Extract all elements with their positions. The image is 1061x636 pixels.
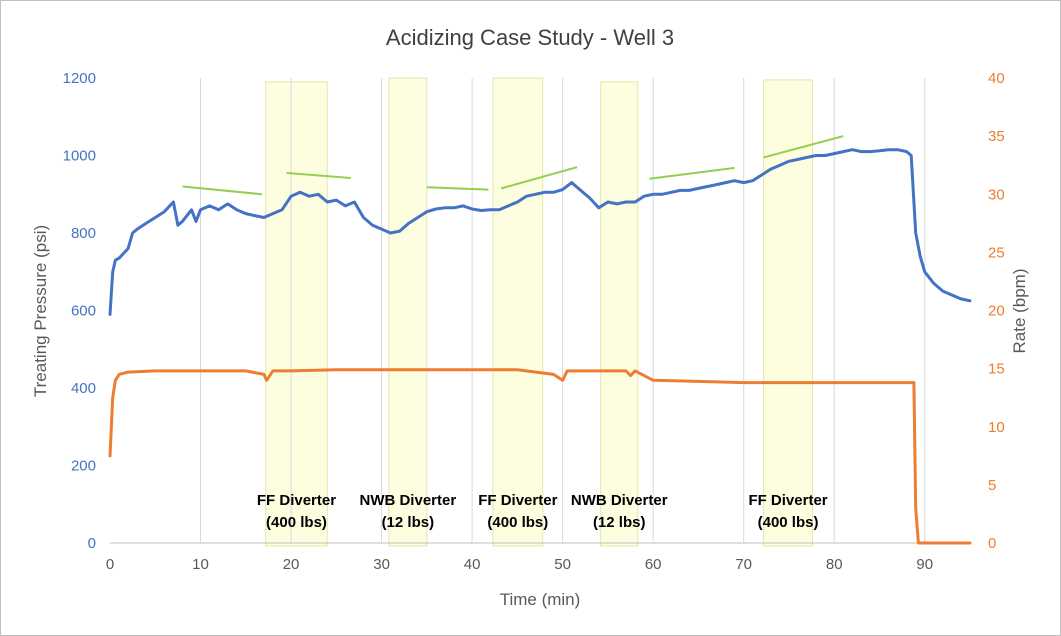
- y-axis-right-ticks: 0 5 10 15 20 25 30 35 40: [988, 70, 1005, 552]
- x-tick-label: 20: [283, 556, 300, 573]
- y-tick-label: 1200: [63, 70, 96, 87]
- diverter-label-1: FF Diverter: [257, 492, 336, 509]
- trend-line-4: [500, 166, 578, 190]
- x-tick-label: 80: [826, 556, 843, 573]
- diverter-label-4: NWB Diverter: [571, 492, 668, 509]
- x-axis-label: Time (min): [500, 590, 581, 609]
- trend-line-5: [649, 166, 735, 180]
- y2-tick-label: 20: [988, 303, 1005, 320]
- trend-line-3: [426, 186, 489, 191]
- x-tick-label: 90: [916, 556, 933, 573]
- diverter-label-5: FF Diverter: [748, 492, 827, 509]
- diverter-amount-3: (400 lbs): [487, 514, 548, 531]
- diverter-annotations: FF Diverter (400 lbs) NWB Diverter (12 lbs)…: [257, 492, 828, 531]
- diverter-band-3: [492, 77, 544, 547]
- diverter-amount-5: (400 lbs): [758, 514, 819, 531]
- diverter-label-2: NWB Diverter: [359, 492, 456, 509]
- y2-tick-label: 30: [988, 186, 1005, 203]
- y2-tick-label: 15: [988, 361, 1005, 378]
- y-axis-left-ticks: 0 200 400 600 800 1000 1200: [63, 70, 96, 552]
- diverter-bands: [265, 77, 813, 547]
- diverter-band-2: [388, 77, 428, 547]
- trend-line-1: [182, 185, 263, 196]
- y2-tick-label: 25: [988, 244, 1005, 261]
- y2-tick-label: 35: [988, 128, 1005, 145]
- rate-series-line: [108, 368, 972, 545]
- y2-tick-label: 5: [988, 477, 996, 494]
- y-tick-label: 0: [88, 535, 96, 552]
- trend-lines: [182, 135, 844, 196]
- y-tick-label: 400: [71, 380, 96, 397]
- x-tick-label: 30: [373, 556, 390, 573]
- x-tick-label: 70: [735, 556, 752, 573]
- diverter-label-3: FF Diverter: [478, 492, 557, 509]
- y-tick-label: 600: [71, 303, 96, 320]
- diverter-amount-4: (12 lbs): [593, 514, 646, 531]
- y2-tick-label: 10: [988, 419, 1005, 436]
- y-axis-left-label: Treating Pressure (psi): [31, 225, 50, 397]
- diverter-band-1: [265, 81, 328, 547]
- trend-line-6: [763, 135, 844, 159]
- y2-tick-label: 0: [988, 535, 996, 552]
- x-tick-label: 40: [464, 556, 481, 573]
- diverter-amount-1: (400 lbs): [266, 514, 327, 531]
- pressure-series-line: [108, 148, 972, 316]
- x-axis-ticks: 0 10 20 30 40 50 60 70 80 90: [106, 556, 933, 573]
- chart-title: Acidizing Case Study - Well 3: [386, 25, 674, 50]
- y-tick-label: 200: [71, 458, 96, 475]
- x-tick-label: 50: [554, 556, 571, 573]
- vertical-gridlines: [200, 78, 926, 543]
- trend-line-2: [286, 171, 351, 179]
- diverter-band-5: [763, 79, 813, 547]
- x-tick-label: 0: [106, 556, 114, 573]
- y-tick-label: 800: [71, 225, 96, 242]
- diverter-amount-2: (12 lbs): [382, 514, 435, 531]
- diverter-band-4: [600, 81, 639, 547]
- x-tick-label: 60: [645, 556, 662, 573]
- x-tick-label: 10: [192, 556, 209, 573]
- y2-tick-label: 40: [988, 70, 1005, 87]
- y-axis-right-label: Rate (bpm): [1010, 268, 1029, 353]
- data-series: [108, 148, 972, 545]
- y-tick-label: 1000: [63, 148, 96, 165]
